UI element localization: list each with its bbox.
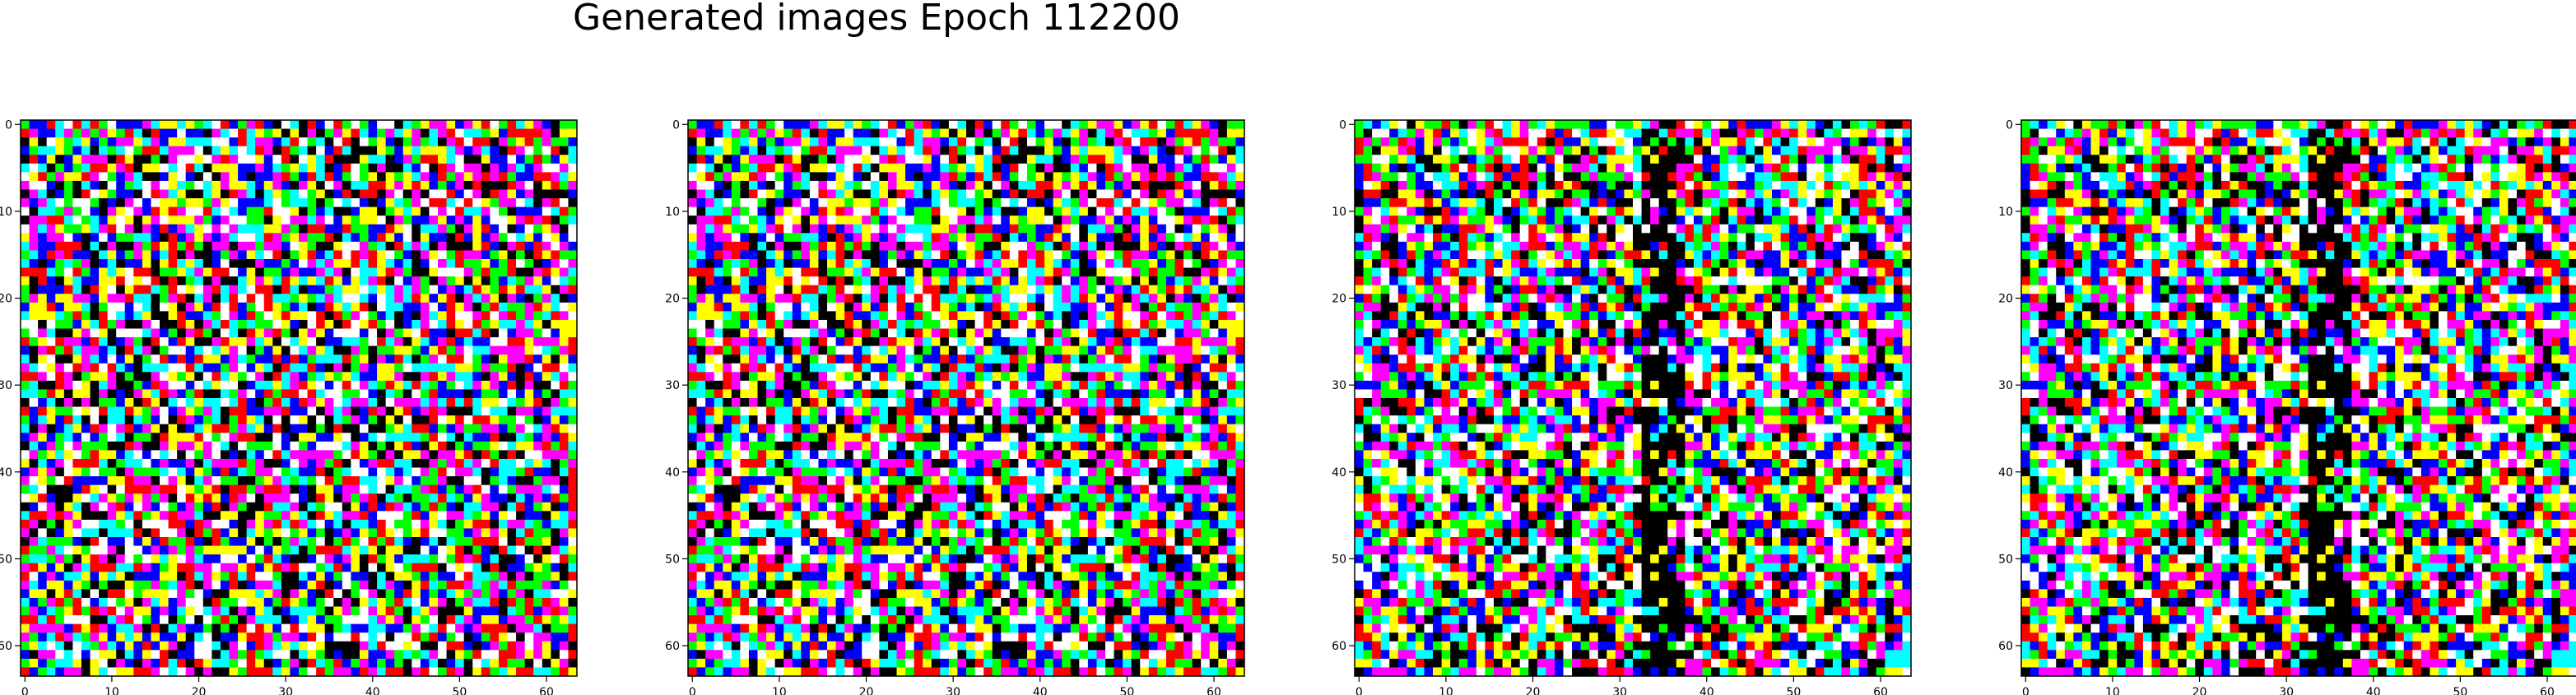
x-tick-label: 30 [1612,686,1627,695]
y-tick-label: 40 [1332,466,1346,480]
subplot-4: 0 10 20 30 40 50 60 0 10 20 30 40 50 60 [1998,118,2576,695]
y-tick-label: 20 [1998,293,2013,306]
y-tick-label: 30 [0,379,12,392]
x-tick-label: 10 [1439,686,1453,695]
x-tick-label: 0 [2022,686,2030,695]
y-tick-label: 0 [5,118,12,132]
x-tick-label: 40 [1700,686,1714,695]
x-tick-label: 60 [1207,686,1221,695]
image-pixels [1355,120,1912,677]
x-tick-label: 50 [1786,686,1801,695]
x-tick-label: 0 [689,686,696,695]
y-tick-label: 40 [1998,466,2013,480]
x-tick-label: 20 [192,686,207,695]
x-tick-label: 50 [2453,686,2467,695]
x-tick-label: 20 [1526,686,1541,695]
y-tick-label: 10 [665,206,680,219]
figure-title: Generated images Epoch 112200 [572,0,1181,39]
subplot-2: 0 10 20 30 40 50 60 0 10 20 30 40 50 60 [665,118,1245,695]
x-tick-label: 50 [1119,686,1134,695]
y-tick-label: 30 [1332,379,1346,392]
subplot-3: 0 10 20 30 40 50 60 0 10 20 30 40 50 60 [1332,118,1912,695]
y-tick-label: 60 [0,640,12,653]
axes-frame [687,119,1245,677]
x-tick-label: 30 [2279,686,2294,695]
x-tick-label: 60 [2540,686,2555,695]
image-pixels [21,120,578,677]
y-tick-label: 40 [665,466,680,480]
axes-frame [2020,119,2576,677]
x-tick-label: 60 [1873,686,1888,695]
x-tick-label: 20 [859,686,874,695]
x-tick-label: 40 [365,686,380,695]
y-tick-label: 10 [0,206,12,219]
y-tick-label: 60 [665,640,680,653]
y-tick-label: 20 [665,293,680,306]
x-tick-label: 10 [2105,686,2120,695]
x-tick-label: 10 [105,686,119,695]
axes-frame [1354,119,1912,677]
y-tick-label: 60 [1998,640,2013,653]
y-tick-label: 0 [2006,118,2013,132]
x-tick-label: 20 [2192,686,2207,695]
x-tick-label: 60 [539,686,554,695]
y-tick-label: 10 [1332,206,1346,219]
x-tick-label: 40 [1033,686,1048,695]
y-tick-label: 50 [1332,553,1346,566]
y-tick-label: 30 [1998,379,2013,392]
y-tick-label: 50 [0,553,12,566]
y-tick-label: 40 [0,466,12,480]
image-pixels [688,120,1245,677]
y-tick-label: 0 [1339,118,1346,132]
x-tick-label: 30 [278,686,293,695]
x-tick-label: 10 [772,686,787,695]
y-tick-label: 50 [665,553,680,566]
y-tick-label: 20 [0,293,12,306]
x-tick-label: 40 [2366,686,2381,695]
subplot-1: 0 10 20 30 40 50 60 0 10 20 30 40 50 60 [0,118,578,695]
y-tick-label: 10 [1998,206,2013,219]
y-tick-label: 50 [1998,553,2013,566]
y-tick-label: 60 [1332,640,1346,653]
x-tick-label: 0 [21,686,29,695]
y-tick-label: 0 [672,118,680,132]
image-pixels [2021,120,2576,677]
y-tick-label: 30 [665,379,680,392]
x-tick-label: 30 [946,686,960,695]
x-tick-label: 50 [452,686,467,695]
y-tick-label: 20 [1332,293,1346,306]
x-tick-label: 0 [1355,686,1363,695]
axes-frame [20,119,578,677]
